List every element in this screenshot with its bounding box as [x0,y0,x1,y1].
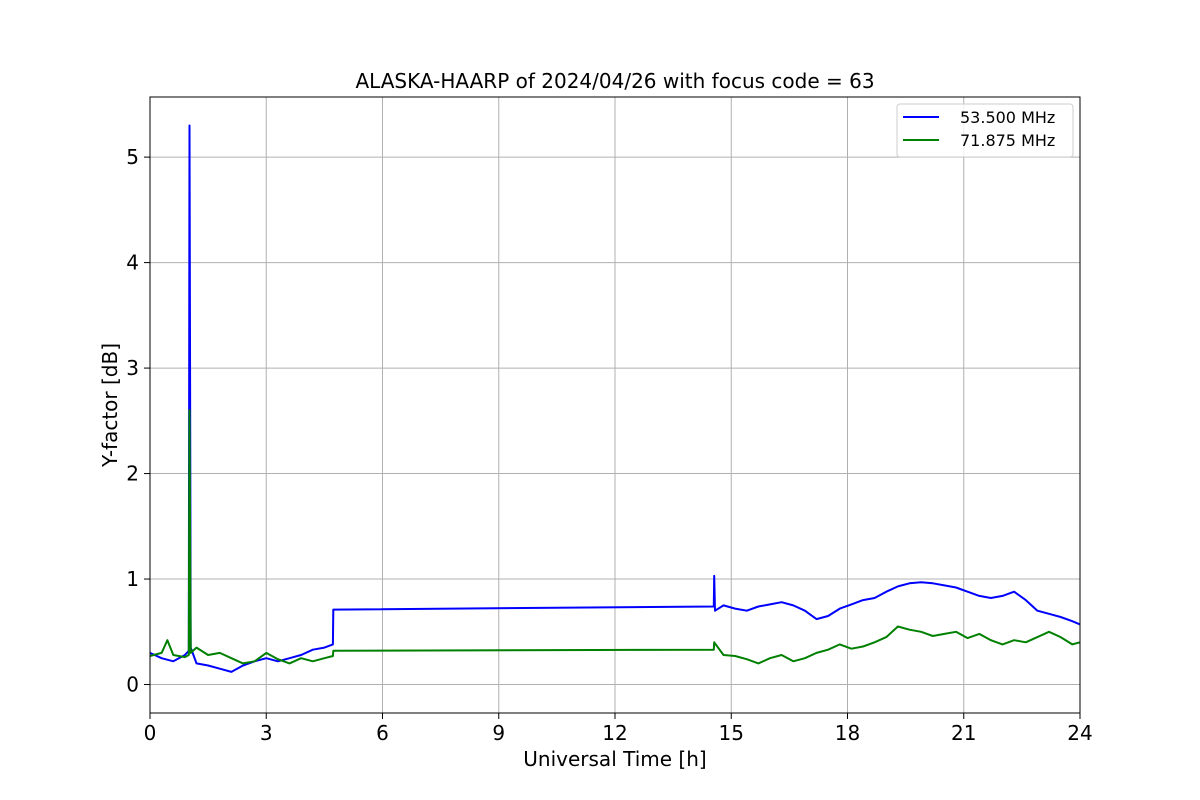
x-axis-label: Universal Time [h] [523,747,706,771]
series-layer [149,124,1081,673]
x-tick-label: 18 [835,721,860,745]
series-line-71875 [149,409,1081,665]
x-axis: 0 3 6 9 12 15 18 21 24 [144,713,1093,745]
legend-label-53500: 53.500 MHz [960,108,1055,127]
y-tick-label: 2 [126,462,139,486]
x-tick-label: 9 [492,721,505,745]
grid [149,97,1081,713]
chart-title: ALASKA-HAARP of 2024/04/26 with focus co… [355,69,874,93]
legend: 53.500 MHz 71.875 MHz [896,103,1074,158]
x-tick-label: 15 [719,721,744,745]
y-tick-label: 1 [126,567,139,591]
x-tick-label: 6 [376,721,389,745]
y-tick-label: 0 [126,673,139,697]
x-tick-label: 0 [144,721,157,745]
y-tick-label: 5 [126,145,139,169]
y-tick-label: 4 [126,251,139,275]
series-line-53500 [149,124,1081,673]
x-tick-label: 12 [602,721,627,745]
x-tick-label: 3 [260,721,273,745]
x-tick-label: 21 [951,721,976,745]
legend-label-71875: 71.875 MHz [960,131,1055,150]
x-tick-label: 24 [1067,721,1092,745]
y-axis-label: Y-factor [dB] [98,343,122,468]
legend-box [896,103,1074,158]
y-axis: 0 1 2 3 4 5 [126,145,150,697]
y-tick-label: 3 [126,356,139,380]
